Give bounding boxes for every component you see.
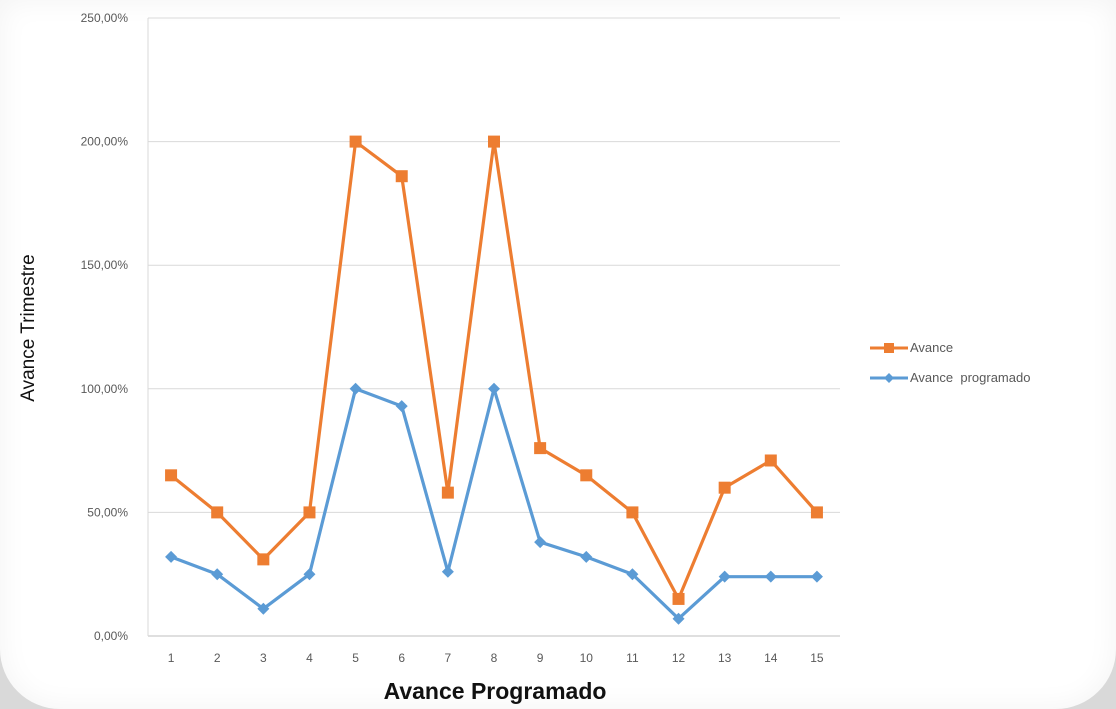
data-point (349, 382, 362, 395)
x-tick-labels: 1 2 3 4 5 6 7 8 9 10 11 12 13 14 15 (168, 651, 824, 665)
data-point (257, 602, 270, 615)
x-tick-label: 6 (398, 651, 405, 665)
data-point (764, 454, 777, 467)
series-avance-programado (165, 382, 823, 625)
data-point (165, 469, 178, 482)
y-tick-labels: 0,00% 50,00% 100,00% 150,00% 200,00% 250,00% (81, 11, 129, 643)
x-tick-label: 9 (537, 651, 544, 665)
data-point (626, 506, 639, 519)
data-point (764, 570, 777, 583)
x-tick-label: 12 (672, 651, 686, 665)
y-tick-label: 150,00% (81, 258, 129, 272)
data-point (534, 442, 547, 455)
x-tick-label: 11 (626, 651, 639, 665)
data-point (626, 568, 639, 581)
y-tick-label: 200,00% (81, 135, 129, 149)
x-tick-label: 2 (214, 651, 221, 665)
data-point (534, 536, 547, 549)
series-group (165, 135, 823, 625)
series-avance (165, 135, 823, 605)
y-tick-label: 250,00% (81, 11, 129, 25)
y-axis-label: Avance Trimestre (18, 254, 39, 401)
x-tick-label: 8 (491, 651, 498, 665)
x-tick-label: 4 (306, 651, 313, 665)
x-tick-label: 14 (764, 651, 778, 665)
legend-marker (884, 343, 894, 353)
data-point (810, 570, 823, 583)
x-axis-label: Avance Programado (384, 678, 607, 704)
x-tick-label: 7 (445, 651, 452, 665)
grid-lines (147, 17, 840, 637)
data-point (672, 612, 685, 625)
legend-label: Avance (910, 340, 953, 355)
data-point (810, 506, 823, 519)
x-tick-label: 13 (718, 651, 732, 665)
x-tick-label: 10 (580, 651, 594, 665)
y-tick-label: 50,00% (87, 505, 128, 519)
data-point (303, 506, 316, 519)
x-tick-label: 15 (810, 651, 824, 665)
y-tick-label: 0,00% (94, 629, 128, 643)
y-tick-label: 100,00% (81, 382, 129, 396)
data-point (257, 553, 270, 566)
data-point (441, 565, 454, 578)
data-point (580, 550, 593, 563)
legend-label: Avance programado (910, 370, 1030, 385)
data-point (349, 135, 362, 148)
series-line (170, 140, 819, 601)
data-point (165, 550, 178, 563)
data-point (441, 486, 454, 499)
data-point (303, 568, 316, 581)
data-point (580, 469, 593, 482)
x-tick-label: 5 (352, 651, 359, 665)
legend: Avance Avance programado (870, 340, 1030, 385)
data-point (718, 570, 731, 583)
data-point (211, 506, 224, 519)
data-point (672, 592, 685, 605)
data-point (718, 481, 731, 494)
series-line (170, 387, 817, 621)
data-point (395, 170, 408, 183)
legend-marker (884, 373, 894, 383)
data-point (395, 400, 408, 413)
x-tick-label: 3 (260, 651, 267, 665)
data-point (488, 382, 500, 395)
x-tick-label: 1 (168, 651, 175, 665)
data-point (488, 135, 500, 148)
data-point (211, 568, 224, 581)
